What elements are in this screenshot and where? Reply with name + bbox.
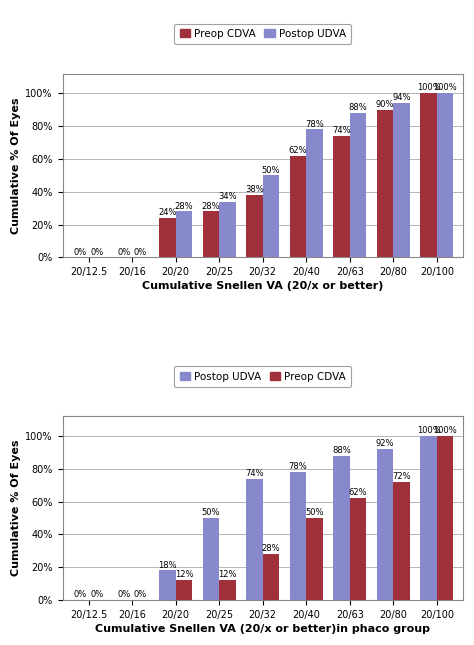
Bar [393, 482, 410, 600]
Text: 0%: 0% [90, 248, 103, 257]
Text: 100%: 100% [417, 83, 440, 92]
Text: 74%: 74% [332, 126, 351, 135]
Text: 18%: 18% [158, 561, 177, 570]
Text: 12%: 12% [175, 570, 193, 579]
Bar [420, 94, 437, 257]
Bar [437, 94, 453, 257]
Legend: Preop CDVA, Postop UDVA: Preop CDVA, Postop UDVA [174, 24, 351, 44]
Bar [437, 436, 453, 600]
Text: 92%: 92% [376, 439, 394, 448]
Text: 0%: 0% [134, 590, 147, 599]
Text: 28%: 28% [201, 202, 220, 211]
Y-axis label: Cumulative % Of Eyes: Cumulative % Of Eyes [11, 97, 21, 233]
Bar [246, 195, 263, 257]
Text: 0%: 0% [134, 248, 147, 257]
Text: 100%: 100% [433, 426, 457, 435]
Bar [377, 110, 393, 257]
Text: 78%: 78% [289, 462, 307, 471]
Text: 72%: 72% [392, 472, 411, 481]
Bar [159, 218, 176, 257]
Bar [290, 155, 306, 257]
Text: 78%: 78% [305, 119, 324, 128]
Bar [176, 212, 192, 257]
Text: 50%: 50% [262, 166, 280, 175]
Text: 90%: 90% [376, 100, 394, 109]
Legend: Postop UDVA, Preop CDVA: Postop UDVA, Preop CDVA [174, 366, 351, 387]
Text: 94%: 94% [392, 94, 411, 103]
Bar [306, 130, 323, 257]
Text: 74%: 74% [245, 469, 264, 478]
Text: 28%: 28% [174, 202, 193, 211]
Bar [203, 518, 219, 600]
Text: 34%: 34% [218, 192, 237, 201]
Bar [219, 580, 236, 600]
Text: 0%: 0% [117, 590, 130, 599]
X-axis label: Cumulative Snellen VA (20/x or better)in phaco group: Cumulative Snellen VA (20/x or better)in… [95, 624, 430, 634]
Bar [203, 212, 219, 257]
Bar [350, 499, 366, 600]
Text: 50%: 50% [201, 508, 220, 517]
Bar [377, 449, 393, 600]
Text: 100%: 100% [417, 426, 440, 435]
Text: 24%: 24% [158, 208, 177, 217]
Text: 50%: 50% [305, 508, 324, 517]
X-axis label: Cumulative Snellen VA (20/x or better): Cumulative Snellen VA (20/x or better) [142, 281, 383, 292]
Bar [290, 472, 306, 600]
Text: 0%: 0% [117, 248, 130, 257]
Bar [246, 479, 263, 600]
Text: 100%: 100% [433, 83, 457, 92]
Text: 38%: 38% [245, 185, 264, 194]
Bar [420, 436, 437, 600]
Bar [219, 202, 236, 257]
Text: 62%: 62% [349, 488, 367, 497]
Text: 0%: 0% [74, 248, 87, 257]
Bar [263, 554, 279, 600]
Text: 12%: 12% [218, 570, 237, 579]
Text: 0%: 0% [90, 590, 103, 599]
Bar [176, 580, 192, 600]
Text: 88%: 88% [332, 446, 351, 455]
Bar [333, 136, 350, 257]
Bar [350, 113, 366, 257]
Y-axis label: Cumulative % Of Eyes: Cumulative % Of Eyes [11, 440, 21, 577]
Bar [306, 518, 323, 600]
Text: 0%: 0% [74, 590, 87, 599]
Text: 28%: 28% [262, 544, 280, 553]
Text: 62%: 62% [289, 146, 307, 155]
Bar [263, 175, 279, 257]
Bar [333, 455, 350, 600]
Text: 88%: 88% [349, 103, 367, 112]
Bar [393, 103, 410, 257]
Bar [159, 570, 176, 600]
